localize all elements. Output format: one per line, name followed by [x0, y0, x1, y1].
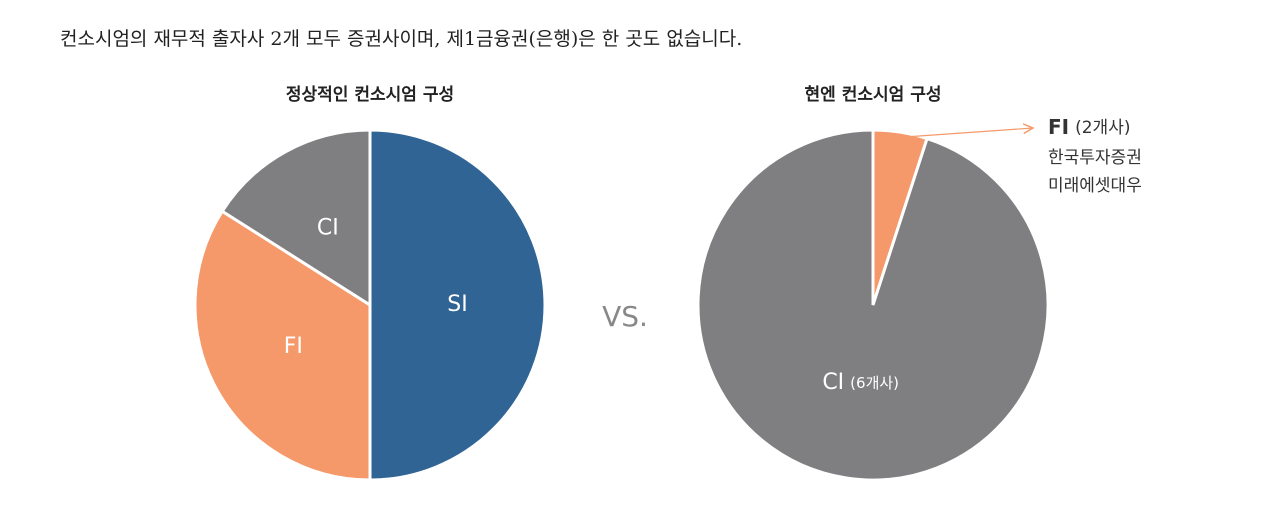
- heading: 컨소시엄의 재무적 출자사 2개 모두 증권사이며, 제1금융권(은행)은 한 …: [60, 28, 742, 50]
- pie-title: 정상적인 컨소시엄 구성: [286, 85, 454, 105]
- pie-slice: [696, 128, 1050, 482]
- slice-name: SI: [447, 292, 467, 317]
- slice-name: FI: [284, 334, 303, 359]
- pie-title: 현엔 컨소시엄 구성: [805, 85, 942, 105]
- slice-name: CI: [317, 215, 339, 240]
- pie-slice: [220, 128, 372, 308]
- callout-note: 한국투자증권: [1048, 148, 1142, 168]
- pie-slice: [368, 128, 547, 482]
- callout-note: 미래에셋대우: [1048, 176, 1142, 196]
- slice-name: CI: [822, 370, 844, 395]
- callout-line: [899, 128, 1033, 138]
- callout-sublabel: (2개사): [1075, 118, 1130, 138]
- slice-label: CI (6개사): [822, 370, 899, 395]
- callout-label: FI (2개사): [1048, 115, 1130, 139]
- slice-label: SI: [447, 292, 467, 317]
- vs-label: VS.: [602, 300, 648, 333]
- slice-sublabel: (6개사): [850, 373, 899, 391]
- slice-label: CI: [317, 215, 339, 240]
- callout-name: FI: [1048, 115, 1069, 139]
- slice-label: FI: [284, 334, 303, 359]
